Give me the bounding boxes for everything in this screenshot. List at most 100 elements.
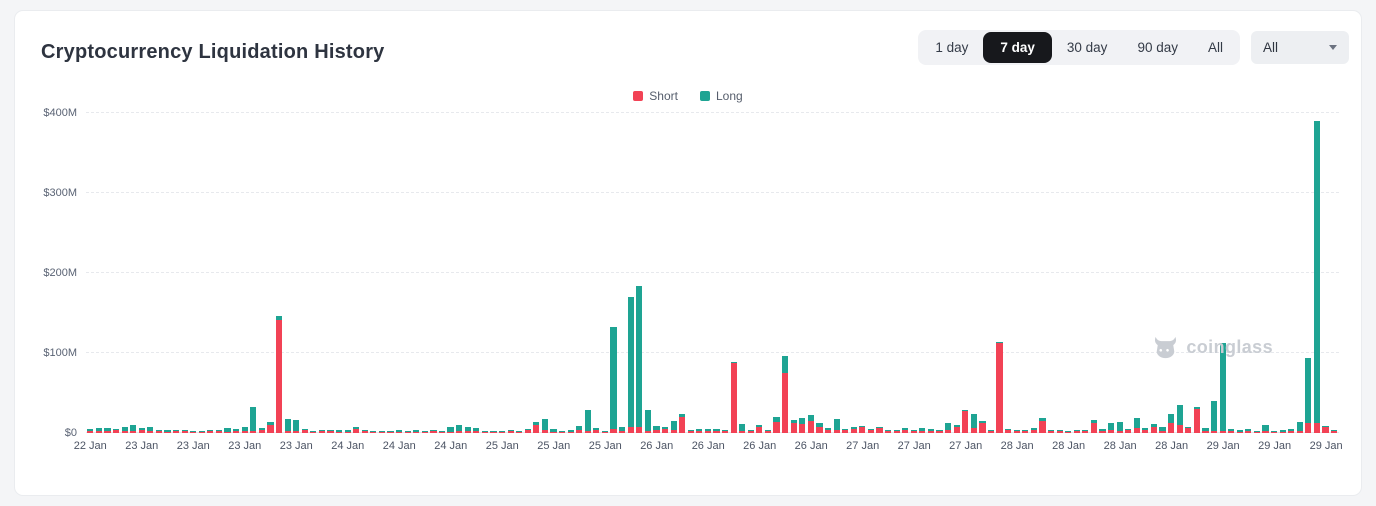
bar-column[interactable]	[386, 113, 395, 433]
bar-column[interactable]	[403, 113, 412, 433]
bar-column[interactable]	[592, 113, 601, 433]
bar-column[interactable]	[326, 113, 335, 433]
bar-column[interactable]	[232, 113, 241, 433]
bar-column[interactable]	[523, 113, 532, 433]
bar-column[interactable]	[884, 113, 893, 433]
bar-column[interactable]	[1098, 113, 1107, 433]
bar-column[interactable]	[1210, 113, 1219, 433]
bar-column[interactable]	[1296, 113, 1305, 433]
bar-column[interactable]	[86, 113, 95, 433]
bar-column[interactable]	[532, 113, 541, 433]
bar-column[interactable]	[489, 113, 498, 433]
bar-column[interactable]	[455, 113, 464, 433]
bar-column[interactable]	[858, 113, 867, 433]
bar-column[interactable]	[1261, 113, 1270, 433]
bar-column[interactable]	[549, 113, 558, 433]
bar-column[interactable]	[952, 113, 961, 433]
bar-column[interactable]	[180, 113, 189, 433]
bar-column[interactable]	[369, 113, 378, 433]
bar-column[interactable]	[146, 113, 155, 433]
bar-column[interactable]	[1218, 113, 1227, 433]
bar-column[interactable]	[198, 113, 207, 433]
bar-column[interactable]	[95, 113, 104, 433]
bar-column[interactable]	[867, 113, 876, 433]
bar-column[interactable]	[266, 113, 275, 433]
bar-column[interactable]	[935, 113, 944, 433]
bar-column[interactable]	[1287, 113, 1296, 433]
bar-column[interactable]	[309, 113, 318, 433]
bar-column[interactable]	[189, 113, 198, 433]
bar-column[interactable]	[995, 113, 1004, 433]
range-button-7-day[interactable]: 7 day	[983, 32, 1052, 63]
range-button-90-day[interactable]: 90 day	[1122, 32, 1193, 63]
legend-item-short[interactable]: Short	[633, 89, 678, 103]
bar-column[interactable]	[712, 113, 721, 433]
bar-column[interactable]	[558, 113, 567, 433]
bar-column[interactable]	[498, 113, 507, 433]
bar-column[interactable]	[798, 113, 807, 433]
bar-column[interactable]	[824, 113, 833, 433]
bar-column[interactable]	[970, 113, 979, 433]
bar-column[interactable]	[1072, 113, 1081, 433]
bar-column[interactable]	[892, 113, 901, 433]
bar-column[interactable]	[661, 113, 670, 433]
bar-column[interactable]	[772, 113, 781, 433]
bar-column[interactable]	[807, 113, 816, 433]
legend-item-long[interactable]: Long	[699, 89, 743, 103]
bar-column[interactable]	[841, 113, 850, 433]
bar-column[interactable]	[1047, 113, 1056, 433]
bar-column[interactable]	[258, 113, 267, 433]
bar-column[interactable]	[206, 113, 215, 433]
bar-column[interactable]	[1150, 113, 1159, 433]
bar-column[interactable]	[927, 113, 936, 433]
bar-column[interactable]	[747, 113, 756, 433]
bar-column[interactable]	[729, 113, 738, 433]
bar-column[interactable]	[1038, 113, 1047, 433]
bar-column[interactable]	[472, 113, 481, 433]
range-button-all[interactable]: All	[1193, 32, 1238, 63]
bar-column[interactable]	[1090, 113, 1099, 433]
bar-column[interactable]	[704, 113, 713, 433]
bar-column[interactable]	[129, 113, 138, 433]
bar-column[interactable]	[1107, 113, 1116, 433]
bar-column[interactable]	[669, 113, 678, 433]
symbol-filter-dropdown[interactable]: All	[1251, 31, 1349, 64]
bar-column[interactable]	[1304, 113, 1313, 433]
bar-column[interactable]	[1175, 113, 1184, 433]
bar-column[interactable]	[249, 113, 258, 433]
bar-column[interactable]	[1321, 113, 1330, 433]
bar-column[interactable]	[721, 113, 730, 433]
bar-column[interactable]	[1167, 113, 1176, 433]
bar-column[interactable]	[318, 113, 327, 433]
bar-column[interactable]	[832, 113, 841, 433]
bar-column[interactable]	[1158, 113, 1167, 433]
bar-column[interactable]	[875, 113, 884, 433]
bar-column[interactable]	[137, 113, 146, 433]
bar-column[interactable]	[635, 113, 644, 433]
bar-column[interactable]	[112, 113, 121, 433]
bar-column[interactable]	[352, 113, 361, 433]
bar-column[interactable]	[223, 113, 232, 433]
range-button-30-day[interactable]: 30 day	[1052, 32, 1123, 63]
bar-column[interactable]	[283, 113, 292, 433]
bar-column[interactable]	[1270, 113, 1279, 433]
bar-column[interactable]	[1330, 113, 1339, 433]
bar-column[interactable]	[300, 113, 309, 433]
bar-column[interactable]	[361, 113, 370, 433]
bar-column[interactable]	[626, 113, 635, 433]
bar-column[interactable]	[343, 113, 352, 433]
bar-column[interactable]	[764, 113, 773, 433]
bar-column[interactable]	[584, 113, 593, 433]
bar-column[interactable]	[1030, 113, 1039, 433]
bar-column[interactable]	[421, 113, 430, 433]
bar-column[interactable]	[103, 113, 112, 433]
bar-column[interactable]	[644, 113, 653, 433]
bar-column[interactable]	[1064, 113, 1073, 433]
bar-column[interactable]	[1012, 113, 1021, 433]
bar-column[interactable]	[686, 113, 695, 433]
bar-column[interactable]	[1124, 113, 1133, 433]
bar-column[interactable]	[738, 113, 747, 433]
bar-column[interactable]	[1278, 113, 1287, 433]
bar-column[interactable]	[781, 113, 790, 433]
bar-column[interactable]	[901, 113, 910, 433]
